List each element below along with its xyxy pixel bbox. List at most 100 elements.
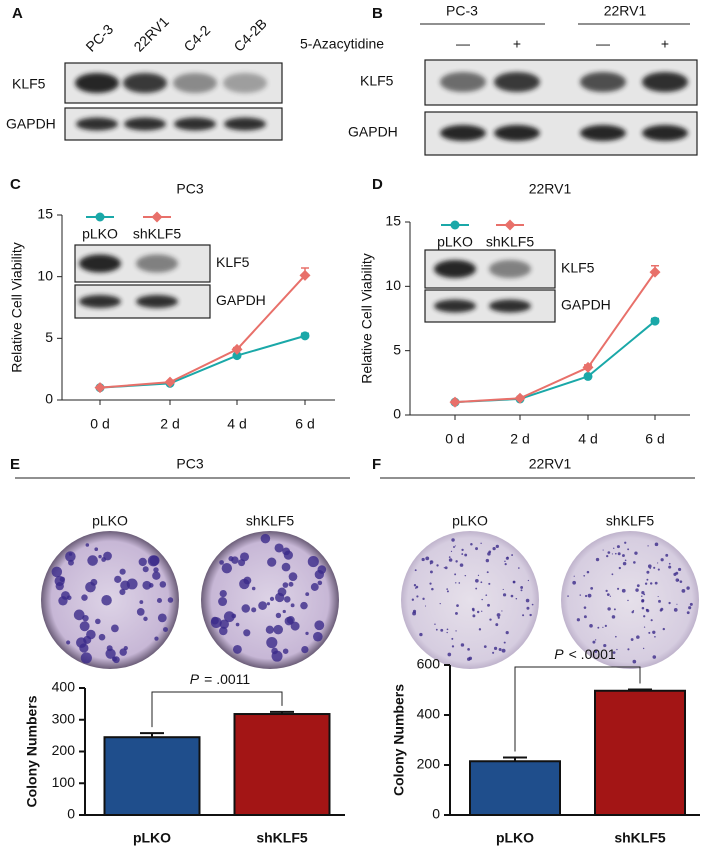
blot-band [440, 125, 486, 141]
colony [647, 564, 652, 569]
y-tick-label: 10 [385, 277, 401, 293]
point [649, 266, 661, 278]
colony [492, 546, 496, 551]
colony [419, 632, 423, 637]
colony [243, 576, 252, 585]
colony [477, 574, 480, 577]
colony [643, 615, 646, 618]
photo-label: shKLF5 [606, 513, 654, 529]
colony [472, 614, 476, 618]
colony [576, 618, 580, 622]
colony [476, 610, 480, 614]
y-tick-label: 100 [52, 774, 76, 790]
x-tick-label: 0 d [90, 416, 109, 432]
colony [607, 607, 611, 611]
colony [686, 611, 690, 615]
colony [483, 645, 487, 649]
colony [668, 601, 671, 605]
series-line [99, 334, 306, 389]
blot-band [642, 125, 688, 141]
colony [611, 573, 614, 576]
x-tick-label: 0 d [445, 431, 464, 447]
colony [677, 567, 682, 572]
colony [657, 595, 659, 598]
colony [119, 568, 126, 575]
colony [411, 598, 415, 601]
row-label: KLF5 [12, 76, 46, 92]
colony [645, 608, 649, 612]
colony [251, 586, 256, 591]
blot-band [494, 72, 540, 92]
colony [627, 599, 629, 602]
point [299, 269, 311, 281]
x-tick-label: shKLF5 [614, 830, 666, 846]
group-label: PC-3 [446, 3, 478, 19]
colony [142, 566, 149, 573]
colony [218, 597, 228, 607]
colony [80, 652, 92, 664]
blot-band [79, 295, 121, 308]
colony [251, 607, 257, 613]
bar [594, 689, 686, 816]
colony [642, 647, 645, 650]
colony [98, 633, 106, 641]
colony [138, 557, 147, 567]
colony [495, 544, 499, 549]
colony [446, 590, 449, 593]
colony [594, 639, 597, 641]
colony [439, 602, 441, 605]
colony [646, 570, 650, 574]
colony [579, 594, 582, 596]
colony [624, 559, 627, 562]
blot-band [224, 117, 266, 131]
y-tick-label: 10 [37, 267, 53, 283]
colony [450, 550, 453, 553]
colony [421, 557, 425, 562]
colony [443, 567, 445, 569]
treatment-label: 5-Azacytidine [300, 36, 384, 52]
colony [277, 587, 287, 597]
colony [147, 555, 159, 567]
colony [602, 549, 604, 551]
colony [286, 616, 295, 625]
colony [641, 606, 645, 610]
colony [446, 588, 449, 590]
colony [604, 624, 607, 627]
colony [265, 625, 274, 634]
y-tick-label: 300 [52, 710, 76, 726]
colony [617, 552, 621, 556]
blot-band [440, 72, 486, 92]
colony [429, 570, 433, 574]
point [231, 343, 243, 355]
colony [163, 627, 168, 633]
x-tick-label: 6 d [295, 416, 314, 432]
colony [497, 616, 500, 619]
colony [648, 631, 651, 634]
colony [228, 556, 234, 562]
colony [101, 557, 107, 562]
colony [587, 593, 592, 598]
treatment-sign: — [596, 36, 610, 52]
colony [681, 589, 686, 593]
blot-band [494, 125, 540, 141]
colony [487, 603, 490, 607]
colony [219, 589, 227, 598]
colony [643, 626, 646, 628]
treatment-sign: + [661, 36, 669, 52]
x-tick-label: 6 d [645, 431, 664, 447]
colony [495, 623, 499, 627]
point [514, 392, 526, 404]
colony [636, 635, 640, 639]
colony [219, 560, 224, 565]
x-tick-label: 2 d [160, 416, 179, 432]
colony [414, 569, 417, 572]
colony [126, 578, 138, 590]
colony [675, 578, 679, 582]
point [582, 361, 594, 373]
series-line [454, 320, 656, 404]
colony [657, 562, 659, 564]
colony [273, 624, 283, 635]
point [232, 351, 242, 361]
colony [686, 586, 690, 590]
y-tick-label: 5 [393, 341, 401, 357]
